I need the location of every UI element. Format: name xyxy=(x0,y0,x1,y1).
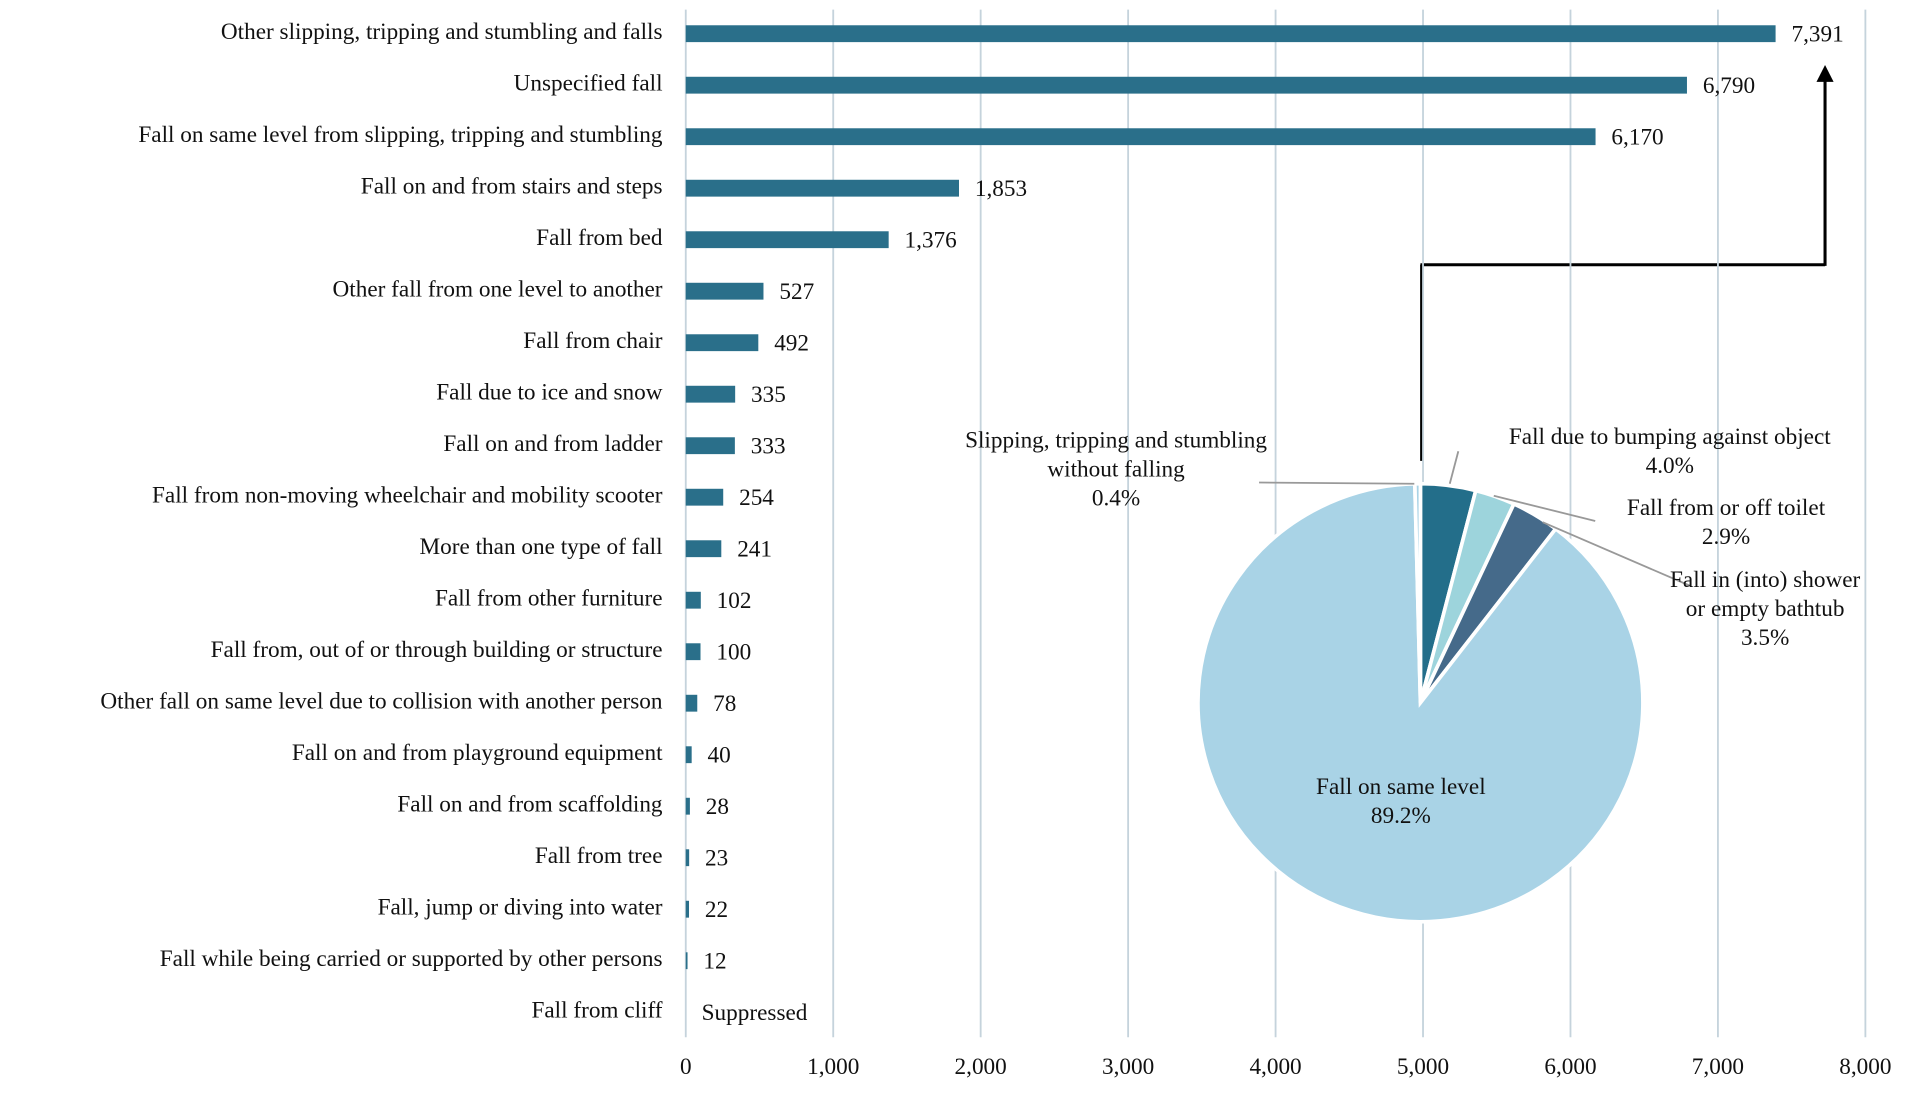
data-label: 6,170 xyxy=(1611,124,1663,150)
y-tick-label: Fall from bed xyxy=(536,224,663,250)
bar xyxy=(685,179,959,197)
bar xyxy=(685,540,722,558)
leader-line xyxy=(1448,451,1460,484)
pie-label: Fall due to bumping against object xyxy=(1508,424,1831,451)
x-tick-label: 3,000 xyxy=(1102,1053,1154,1079)
data-label: 333 xyxy=(751,433,786,459)
x-tick-label: 2,000 xyxy=(955,1053,1007,1079)
bar xyxy=(685,334,759,352)
y-tick-label: Fall on same level from slipping, trippi… xyxy=(138,121,663,147)
pie-value-label: 2.9% xyxy=(1701,524,1751,550)
leader-line xyxy=(1542,521,1691,587)
y-tick-label: Other slipping, tripping and stumbling a… xyxy=(221,18,663,44)
data-label: 102 xyxy=(717,587,752,613)
bar xyxy=(685,952,688,970)
data-label: 28 xyxy=(706,793,729,819)
y-tick-label: Fall from cliff xyxy=(531,997,662,1023)
data-label: 527 xyxy=(779,278,814,304)
x-tick-label: 5,000 xyxy=(1397,1053,1449,1079)
pie-value-label: 3.5% xyxy=(1740,625,1790,651)
x-tick-label: 6,000 xyxy=(1544,1053,1596,1079)
data-label: 492 xyxy=(774,330,809,356)
y-tick-label: More than one type of fall xyxy=(420,533,663,559)
y-tick-label: Fall from non-moving wheelchair and mobi… xyxy=(152,482,663,508)
bar xyxy=(685,849,690,867)
data-label: 100 xyxy=(716,639,751,665)
pie-slice xyxy=(1412,481,1423,703)
bar xyxy=(685,76,1687,94)
y-tick-label: Fall from tree xyxy=(535,842,663,868)
y-tick-label: Unspecified fall xyxy=(514,70,663,96)
x-tick-label: 7,000 xyxy=(1692,1053,1744,1079)
data-label: 12 xyxy=(703,948,726,974)
pie-value-label: 89.2% xyxy=(1370,803,1431,830)
y-tick-label: Fall on and from ladder xyxy=(443,430,662,456)
bar xyxy=(685,488,724,506)
y-tick-label: Fall on and from playground equipment xyxy=(292,739,663,765)
y-tick-label: Fall while being carried or supported by… xyxy=(160,945,663,971)
bar xyxy=(685,694,698,712)
data-label: 335 xyxy=(751,381,786,407)
leader-line xyxy=(1259,481,1415,485)
bar xyxy=(685,643,701,661)
data-label: 1,853 xyxy=(975,175,1027,201)
data-label: 40 xyxy=(708,742,731,768)
x-tick-label: 1,000 xyxy=(807,1053,859,1079)
bar xyxy=(685,900,690,918)
data-label: 1,376 xyxy=(905,227,957,253)
y-tick-label: Fall on and from stairs and steps xyxy=(361,173,663,199)
bar xyxy=(685,25,1776,43)
bar xyxy=(685,797,690,815)
x-tick-label: 0 xyxy=(680,1053,692,1079)
y-tick-label: Other fall from one level to another xyxy=(333,276,663,302)
data-label: 6,790 xyxy=(1703,72,1755,98)
data-label: 7,391 xyxy=(1791,21,1843,47)
data-label: 241 xyxy=(737,536,772,562)
pie-label: Fall in (into) shower or empty bathtub xyxy=(1669,567,1861,623)
y-tick-label: Fall from, out of or through building or… xyxy=(211,636,663,662)
pie-value-label: 4.0% xyxy=(1645,453,1694,479)
bar xyxy=(685,385,736,403)
y-tick-label: Other fall on same level due to collisio… xyxy=(100,688,663,714)
y-tick-label: Fall on and from scaffolding xyxy=(397,791,663,817)
data-label: 254 xyxy=(739,484,774,510)
pie-label: Fall on same level xyxy=(1316,774,1486,801)
data-label: 23 xyxy=(705,845,728,871)
bar xyxy=(685,591,701,609)
x-tick-label: 4,000 xyxy=(1249,1053,1301,1079)
y-tick-label: Fall from other furniture xyxy=(435,585,663,611)
bar xyxy=(685,282,764,300)
bar xyxy=(685,231,889,249)
data-label: Suppressed xyxy=(702,999,808,1025)
bar xyxy=(685,746,692,764)
bar xyxy=(685,437,735,455)
bar xyxy=(685,128,1596,146)
pie-label: Slipping, tripping and stumbling without… xyxy=(965,428,1268,483)
data-label: 22 xyxy=(705,896,728,922)
y-tick-label: Fall due to ice and snow xyxy=(436,379,663,405)
data-label: 78 xyxy=(713,690,736,716)
leader-line xyxy=(1493,494,1596,522)
y-tick-label: Fall from chair xyxy=(523,327,663,353)
y-tick-label: Fall, jump or diving into water xyxy=(378,894,663,920)
pie-label: Fall from or off toilet xyxy=(1626,495,1826,522)
pie-value-label: 0.4% xyxy=(1091,486,1141,512)
arrow-head xyxy=(1816,64,1834,82)
x-tick-label: 8,000 xyxy=(1839,1053,1891,1079)
